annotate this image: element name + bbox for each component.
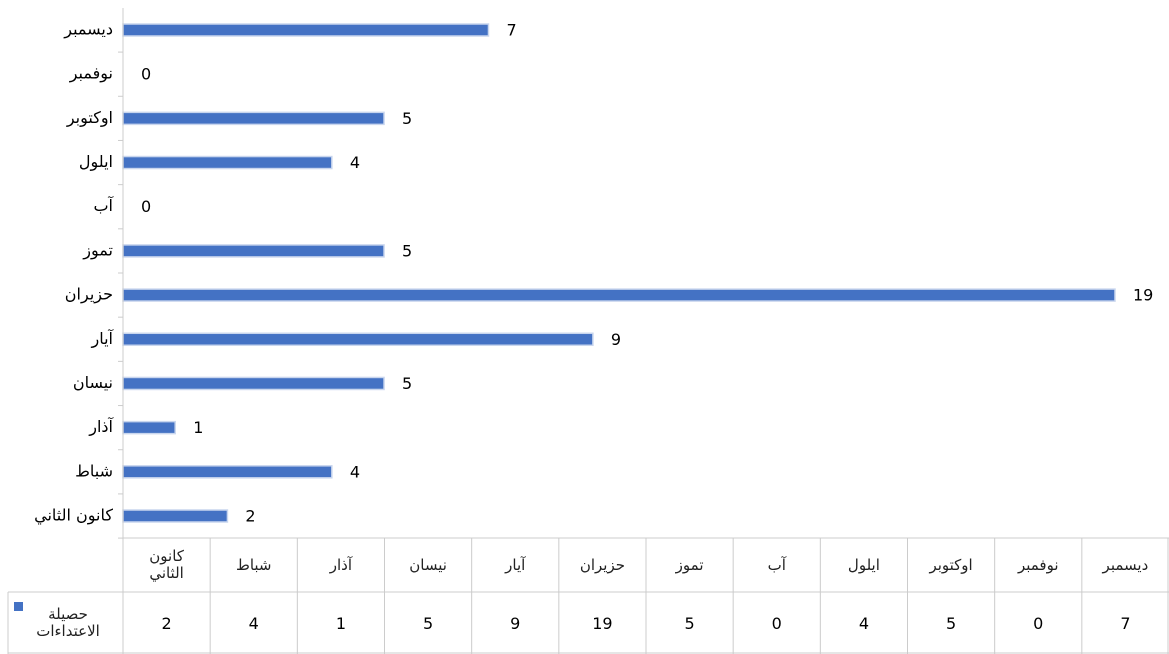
bar bbox=[122, 465, 333, 479]
data-label: 9 bbox=[611, 330, 621, 349]
y-tick-label: آيار bbox=[91, 329, 115, 349]
bar bbox=[122, 420, 176, 435]
table-header: نوفمبر bbox=[1017, 555, 1059, 574]
data-label: 4 bbox=[350, 462, 360, 481]
table-header: آذار bbox=[329, 555, 353, 574]
table-header: ايلول bbox=[847, 555, 880, 574]
bar bbox=[122, 23, 490, 37]
table-header: اوكتوبر bbox=[929, 555, 973, 574]
data-label: 5 bbox=[402, 109, 412, 128]
table-header: ديسمبر bbox=[1102, 555, 1149, 574]
data-label: 0 bbox=[141, 65, 151, 84]
data-label: 4 bbox=[350, 153, 360, 172]
table-header: حزيران bbox=[579, 555, 625, 574]
y-tick-label: آذار bbox=[88, 417, 114, 437]
data-label: 2 bbox=[245, 507, 255, 526]
legend-label: حصيلة الاعتداءات bbox=[36, 605, 100, 640]
y-tick-label: نوفمبر bbox=[69, 64, 113, 84]
legend-swatch bbox=[14, 602, 23, 611]
y-tick-label: حزيران bbox=[65, 285, 113, 305]
y-tick-label: شباط bbox=[75, 461, 113, 480]
table-header: كانون الثاني bbox=[149, 547, 184, 582]
bar bbox=[122, 111, 385, 126]
y-tick-label: تموز bbox=[82, 240, 113, 260]
data-label: 1 bbox=[193, 418, 203, 437]
data-label: 19 bbox=[1133, 286, 1153, 305]
bar bbox=[122, 376, 385, 391]
table-value: 2 bbox=[161, 613, 172, 633]
y-tick-label: نيسان bbox=[73, 373, 113, 392]
data-label: 7 bbox=[506, 21, 516, 40]
table-value: 5 bbox=[684, 613, 695, 633]
y-tick-label: اوكتوبر bbox=[66, 108, 113, 128]
y-tick-label: ايلول bbox=[79, 152, 113, 172]
table-value: 5 bbox=[945, 613, 957, 633]
table-value: 9 bbox=[510, 613, 521, 633]
bar bbox=[122, 244, 385, 258]
bar bbox=[122, 509, 229, 523]
y-tick-label: آب bbox=[93, 196, 114, 215]
bar bbox=[122, 155, 333, 170]
data-label: 0 bbox=[141, 197, 151, 216]
y-tick-label: ديسمبر bbox=[63, 20, 113, 40]
table-header: نيسان bbox=[409, 555, 447, 574]
table-header: آيار bbox=[505, 555, 526, 574]
table-header: آب bbox=[767, 555, 786, 574]
data-label: 5 bbox=[402, 241, 412, 260]
y-tick-label: كانون الثاني bbox=[34, 506, 113, 526]
bar bbox=[122, 332, 594, 347]
table-value: 0 bbox=[771, 613, 782, 633]
table-header: شباط bbox=[235, 555, 272, 574]
table-value: 19 bbox=[592, 613, 613, 633]
table-value: 4 bbox=[858, 613, 869, 633]
table-value: 4 bbox=[248, 613, 259, 633]
table-value: 7 bbox=[1120, 613, 1131, 633]
table-value: 5 bbox=[422, 613, 434, 633]
table-value: 0 bbox=[1033, 613, 1044, 633]
data-label: 5 bbox=[402, 374, 412, 393]
table-value: 1 bbox=[335, 613, 346, 633]
table-header: تموز bbox=[675, 555, 704, 574]
bar bbox=[122, 288, 1116, 302]
